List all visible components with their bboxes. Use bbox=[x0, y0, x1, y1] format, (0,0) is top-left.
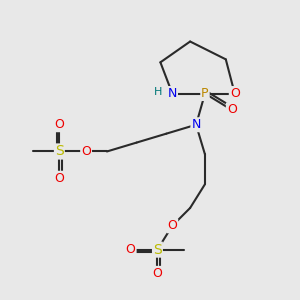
Text: O: O bbox=[167, 219, 177, 232]
Text: S: S bbox=[55, 145, 64, 158]
Text: S: S bbox=[153, 243, 162, 256]
Text: N: N bbox=[191, 118, 201, 131]
Text: O: O bbox=[54, 118, 64, 131]
Text: P: P bbox=[201, 87, 209, 100]
Text: O: O bbox=[227, 103, 237, 116]
Text: O: O bbox=[81, 145, 91, 158]
Text: N: N bbox=[168, 87, 177, 100]
Text: O: O bbox=[126, 243, 136, 256]
Text: O: O bbox=[230, 87, 240, 100]
Text: O: O bbox=[152, 267, 162, 280]
Text: H: H bbox=[154, 87, 162, 97]
Text: O: O bbox=[54, 172, 64, 185]
